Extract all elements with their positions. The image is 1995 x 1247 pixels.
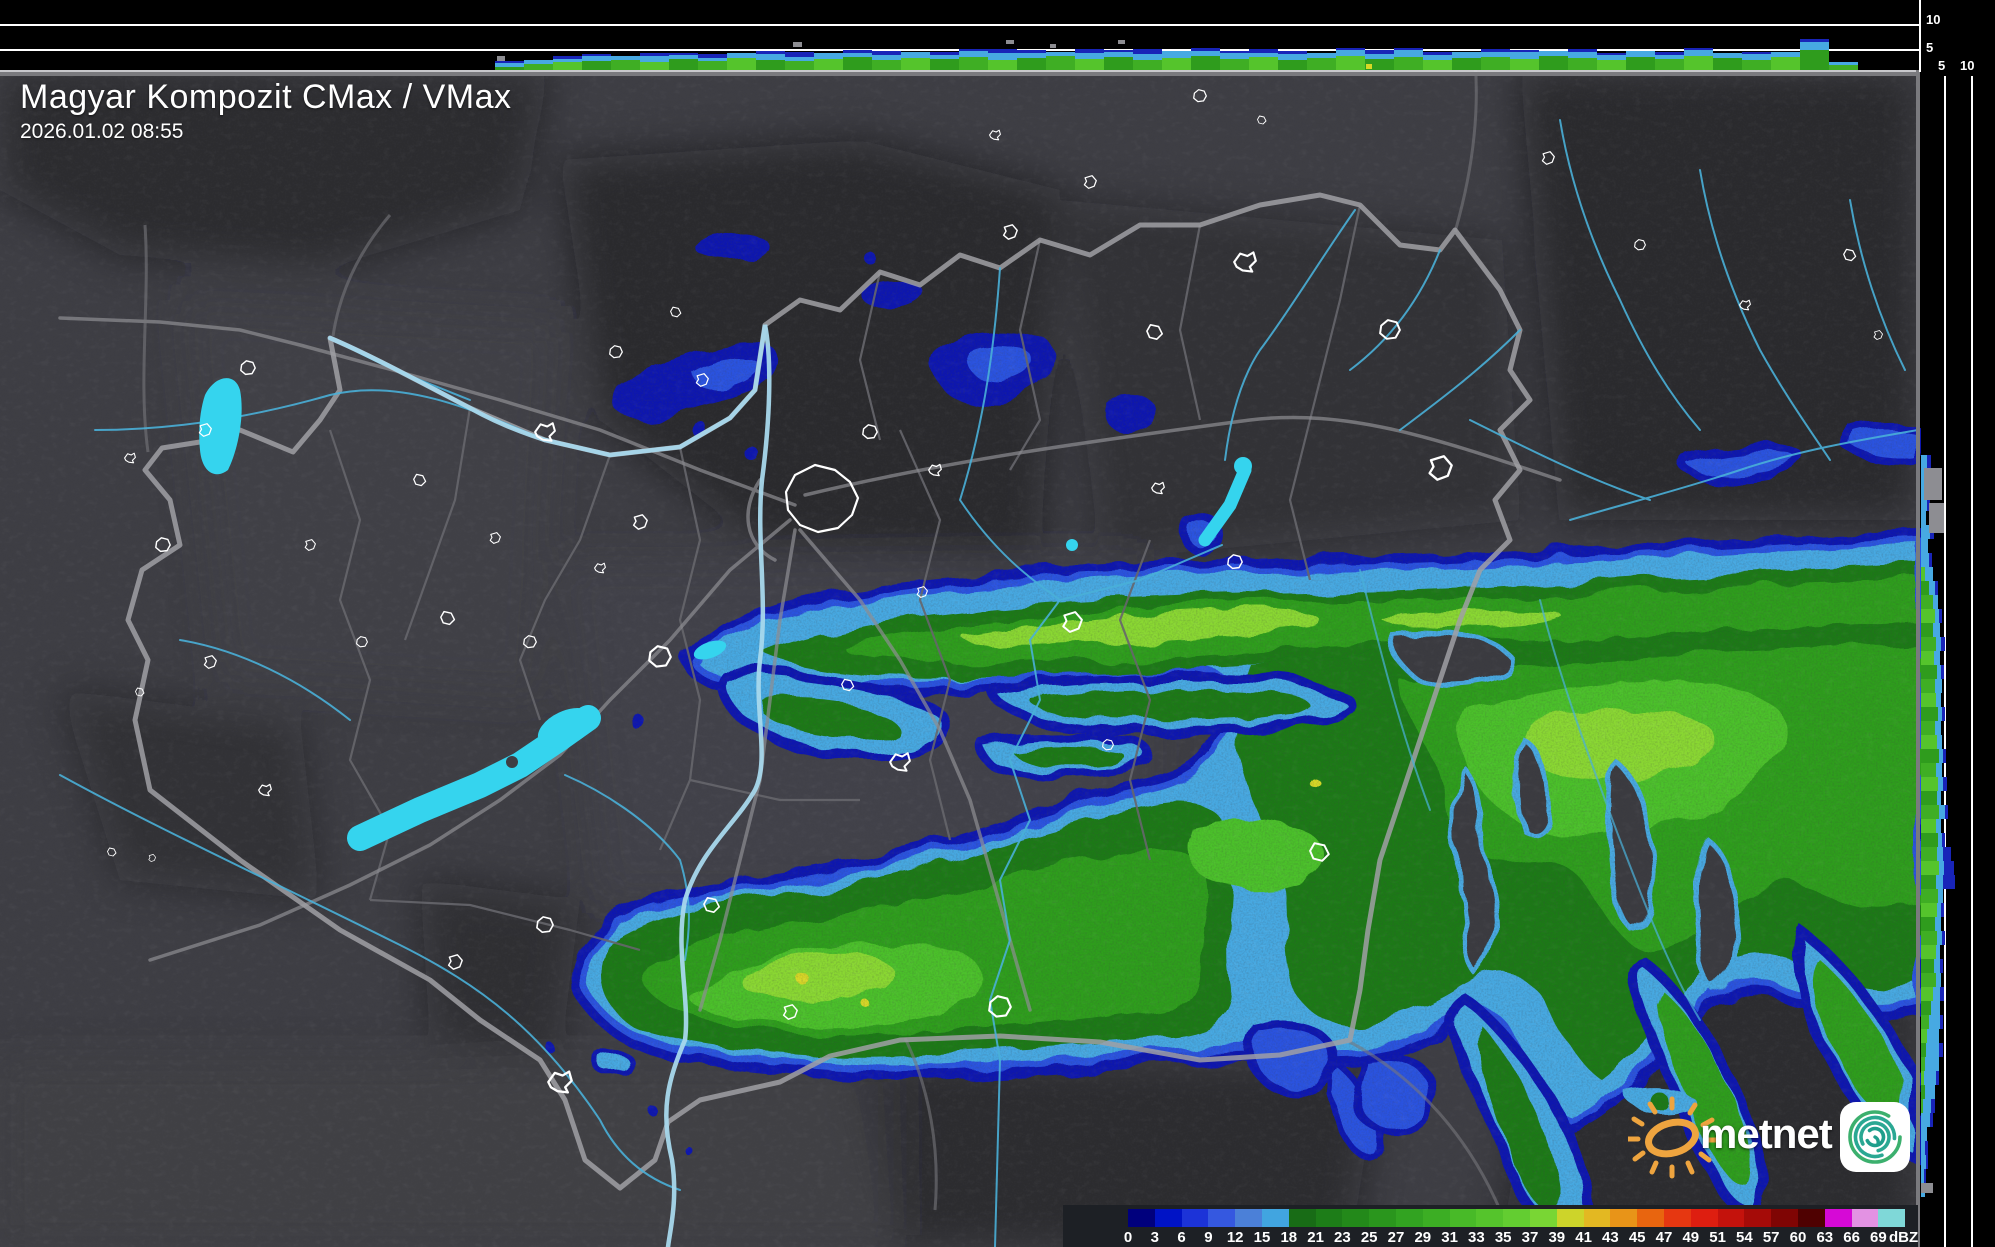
top-gridline-10km xyxy=(0,24,1919,26)
scale-cell xyxy=(1610,1209,1638,1227)
lakes xyxy=(199,378,1252,851)
scale-cell xyxy=(1744,1209,1772,1227)
scale-tick: 18 xyxy=(1280,1229,1298,1246)
scale-cell xyxy=(1556,1209,1584,1227)
scale-tick: 39 xyxy=(1548,1229,1566,1246)
page-title: Magyar Kompozit CMax / VMax xyxy=(20,78,512,116)
scale-tick: 25 xyxy=(1360,1229,1378,1246)
scale-cell xyxy=(1717,1209,1745,1227)
danube-river xyxy=(327,324,772,1247)
scale-cell xyxy=(1449,1209,1477,1227)
scale-tick: 33 xyxy=(1468,1229,1485,1246)
scale-cell xyxy=(1530,1209,1557,1227)
map-frame-top-highlight xyxy=(0,70,1919,72)
map-frame-top xyxy=(0,72,1919,76)
rivers xyxy=(59,119,1919,1247)
scale-cell xyxy=(1235,1209,1262,1227)
budapest-outline xyxy=(784,463,860,534)
scale-cell xyxy=(1690,1209,1718,1227)
scale-tick: 47 xyxy=(1655,1229,1673,1246)
dbz-unit-label: dBZ xyxy=(1889,1229,1919,1246)
top-profile-data xyxy=(495,39,1858,70)
scale-cell xyxy=(1583,1209,1611,1227)
scale-cell xyxy=(1208,1209,1236,1227)
scale-tick: 43 xyxy=(1602,1229,1619,1246)
scale-tick: 31 xyxy=(1441,1229,1458,1246)
scale-cell xyxy=(1288,1209,1316,1227)
metnet-wordmark: metnet xyxy=(1700,1110,1833,1157)
scale-tick: 54 xyxy=(1736,1229,1753,1246)
scale-tick: 23 xyxy=(1334,1229,1351,1246)
scale-tick: 12 xyxy=(1226,1229,1244,1246)
scale-cell xyxy=(1503,1209,1530,1227)
scale-tick: 0 xyxy=(1123,1229,1133,1246)
city-outlines xyxy=(107,89,1883,1094)
scale-cell xyxy=(1664,1209,1691,1227)
dbz-scale-panel: 0 3 6 9 12 15 18 21 23 25 27 29 31 33 35 37 39 41 43 45 47 49… xyxy=(1063,1205,1918,1247)
scale-cell xyxy=(1342,1209,1370,1227)
scale-cell xyxy=(1154,1209,1182,1227)
top-axis-label-10: 10 xyxy=(1926,12,1941,27)
scale-cell xyxy=(1422,1209,1450,1227)
scale-tick: 6 xyxy=(1177,1229,1186,1246)
scale-cell xyxy=(1637,1209,1664,1227)
timestamp: 2026.01.02 08:55 xyxy=(20,120,184,143)
scale-tick: 57 xyxy=(1762,1229,1780,1246)
scale-tick: 63 xyxy=(1816,1229,1834,1246)
scale-tick: 41 xyxy=(1575,1229,1592,1246)
scale-tick: 9 xyxy=(1204,1229,1213,1246)
metnet-logo: metnet xyxy=(1628,1092,1928,1184)
scale-cell xyxy=(1396,1209,1423,1227)
scale-cell xyxy=(1181,1209,1209,1227)
foreign-borders xyxy=(142,59,1502,1211)
right-profile-data xyxy=(1921,455,1955,1197)
scale-cell xyxy=(1824,1209,1852,1227)
scale-cell xyxy=(1476,1209,1504,1227)
scale-tick: 66 xyxy=(1843,1229,1860,1246)
map-frame-right xyxy=(1916,70,1920,1247)
scale-cell xyxy=(1771,1209,1798,1227)
metnet-app-icon xyxy=(1840,1102,1910,1172)
county-borders xyxy=(328,204,1362,952)
scale-cell xyxy=(1851,1209,1879,1227)
scale-tick: 15 xyxy=(1253,1229,1271,1246)
scale-tick: 45 xyxy=(1628,1229,1646,1246)
right-axis-label-5: 5 xyxy=(1938,58,1946,73)
scale-tick: 35 xyxy=(1494,1229,1512,1246)
scale-tick: 51 xyxy=(1709,1229,1726,1246)
scale-cell xyxy=(1262,1209,1289,1227)
right-gridline-5km xyxy=(1944,76,1946,1247)
scale-cell xyxy=(1315,1209,1343,1227)
scale-cell xyxy=(1128,1209,1155,1227)
scale-tick: 21 xyxy=(1307,1229,1324,1246)
scale-tick: 37 xyxy=(1521,1229,1539,1246)
scale-tick: 60 xyxy=(1789,1229,1807,1246)
scale-cell xyxy=(1798,1209,1825,1227)
right-gridline-10km xyxy=(1971,76,1973,1247)
scale-tick: 29 xyxy=(1414,1229,1432,1246)
sun-icon xyxy=(1628,1096,1720,1179)
top-axis-label-5: 5 xyxy=(1926,40,1934,55)
scale-tick: 69 xyxy=(1870,1229,1887,1246)
terrain-texture-light xyxy=(0,70,1918,1247)
scale-tick: 27 xyxy=(1387,1229,1405,1246)
right-axis-label-10: 10 xyxy=(1960,58,1975,73)
scale-tick: 3 xyxy=(1150,1229,1159,1246)
scale-cell xyxy=(1878,1209,1906,1227)
corner-divider xyxy=(1919,0,1921,72)
scale-cell xyxy=(1369,1209,1396,1227)
scale-tick: 49 xyxy=(1682,1229,1700,1246)
